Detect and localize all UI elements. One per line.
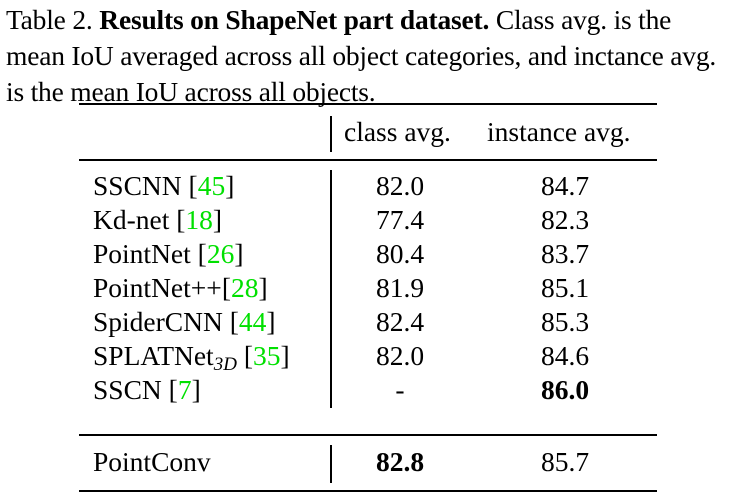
header-vertical-divider: [330, 116, 332, 152]
header-instance-avg: instance avg.: [487, 116, 631, 147]
ours-instance-avg: 85.7: [540, 446, 590, 477]
citation-link[interactable]: 18: [185, 204, 213, 235]
table-row-method: SSCNN [45]: [93, 170, 235, 201]
caption-text: Class avg. is the mean IoU averaged acro…: [6, 4, 717, 107]
mid-rule: [79, 434, 657, 436]
citation-link[interactable]: 44: [238, 306, 267, 337]
caption-label: Table 2.: [6, 4, 93, 35]
table-cell-class-avg: 82.0: [375, 340, 425, 371]
header-rule: [79, 159, 657, 161]
body-vertical-divider: [330, 170, 332, 408]
caption-title: Results on ShapeNet part dataset.: [99, 4, 490, 35]
citation-link[interactable]: 26: [206, 238, 235, 269]
ours-class-avg-best: 82.8: [375, 446, 425, 477]
table-cell-instance-avg: 82.3: [540, 204, 590, 235]
ours-method: PointConv: [93, 446, 211, 477]
table-row-method: Kd-net [18]: [93, 204, 223, 235]
top-rule: [79, 103, 657, 105]
table-cell-class-avg: 80.4: [375, 238, 425, 269]
table-row-method: SSCN [7]: [93, 374, 201, 405]
table-row-method: PointNet++[28]: [93, 272, 268, 303]
citation-link[interactable]: 35: [252, 340, 281, 371]
table-cell-class-avg: 77.4: [375, 204, 425, 235]
table-cell-class-avg: 82.4: [375, 306, 425, 337]
header-class-avg: class avg.: [344, 116, 451, 147]
table-cell-instance-avg: 85.1: [540, 272, 590, 303]
table-row-method: SpiderCNN [44]: [93, 306, 276, 337]
citation-link[interactable]: 45: [197, 170, 226, 201]
table-row-method: PointNet [26]: [93, 238, 244, 269]
table-cell-instance-avg: 85.3: [540, 306, 590, 337]
table-row-method: SPLATNet3D [35]: [93, 340, 290, 375]
table-cell-class-avg: 82.0: [375, 170, 425, 201]
table-cell-instance-avg: 84.6: [540, 340, 590, 371]
table-cell-class-avg: -: [395, 374, 405, 405]
table-cell-class-avg: 81.9: [375, 272, 425, 303]
ours-vertical-divider: [330, 445, 332, 483]
citation-link[interactable]: 7: [177, 374, 192, 405]
table-caption: Table 2. Results on ShapeNet part datase…: [6, 2, 730, 110]
bottom-rule: [79, 490, 657, 492]
table-cell-instance-avg: 84.7: [540, 170, 590, 201]
table-cell-instance-avg-best: 86.0: [540, 374, 590, 405]
table-cell-instance-avg: 83.7: [540, 238, 590, 269]
citation-link[interactable]: 28: [230, 272, 259, 303]
